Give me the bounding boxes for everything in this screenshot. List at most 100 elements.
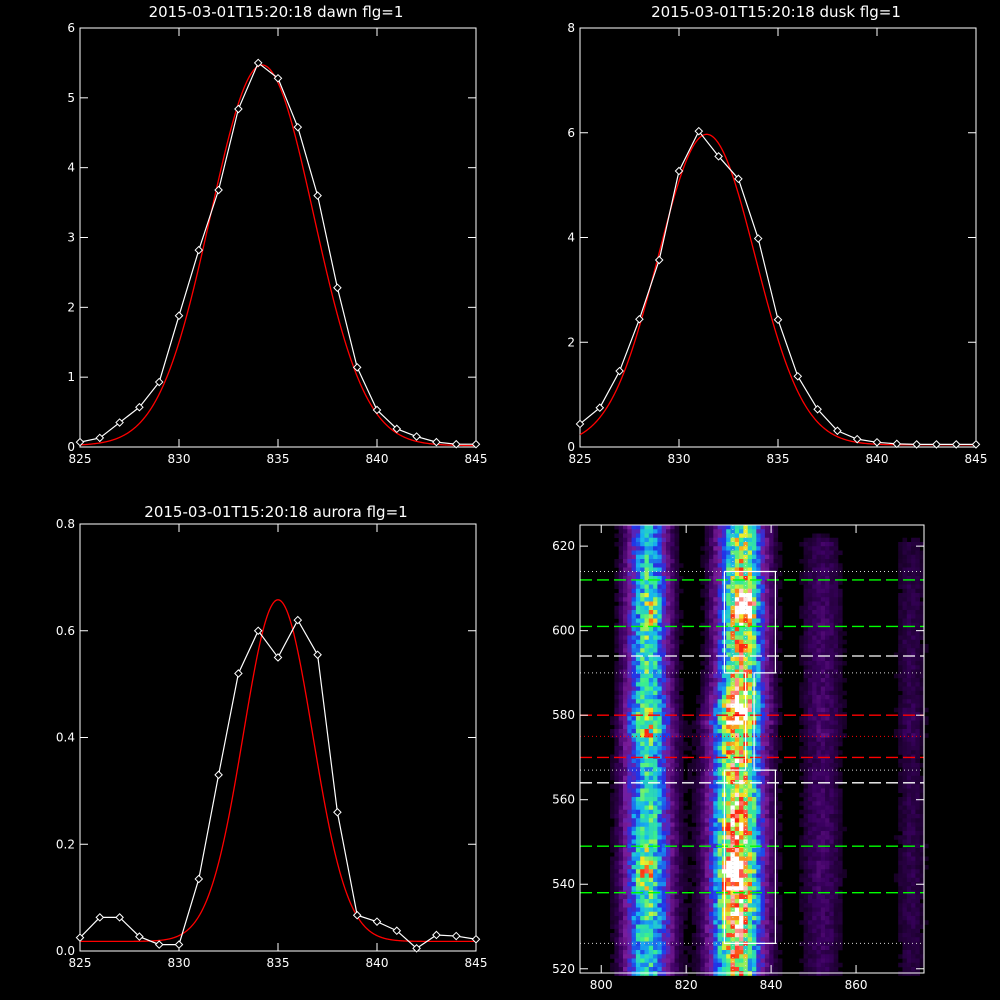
heatmap-cell xyxy=(627,788,632,794)
heatmap-cell xyxy=(739,907,744,913)
aurora-data-point xyxy=(234,669,243,678)
heatmap-cell xyxy=(623,920,628,925)
heatmap-cell xyxy=(614,877,619,883)
heatmap-cell xyxy=(807,907,813,913)
heatmap-cell xyxy=(691,920,697,925)
heatmap-cell xyxy=(644,865,650,870)
heatmap-cell xyxy=(726,648,731,653)
heatmap-cell xyxy=(812,661,817,666)
heatmap-cell xyxy=(709,835,714,840)
heatmap-cell xyxy=(743,605,748,611)
heatmap-cell xyxy=(816,610,822,615)
heatmap-cell xyxy=(739,848,744,853)
heatmap-cell xyxy=(906,563,912,568)
heatmap-cell xyxy=(691,848,697,853)
heatmap-cell xyxy=(825,809,830,815)
heatmap-cell xyxy=(760,644,766,649)
heatmap-cell xyxy=(610,754,615,760)
heatmap-cell xyxy=(640,682,645,687)
heatmap-cell xyxy=(717,784,723,789)
heatmap-cell xyxy=(627,588,632,594)
heatmap-cell xyxy=(614,580,619,585)
heatmap-cell xyxy=(829,652,834,658)
heatmap-cell xyxy=(635,593,641,598)
heatmap-cell xyxy=(773,695,779,700)
heatmap-cell xyxy=(829,571,834,577)
heatmap-cell xyxy=(696,716,701,721)
heatmap-cell xyxy=(713,644,718,649)
heatmap-cell xyxy=(709,631,714,636)
heatmap-cell xyxy=(739,899,744,904)
heatmap-cell xyxy=(678,758,684,764)
heatmap-cell xyxy=(614,775,619,781)
heatmap-cell xyxy=(713,865,718,870)
heatmap-cell xyxy=(674,682,680,687)
heatmap-cell xyxy=(752,605,757,611)
heatmap-cell xyxy=(752,567,757,573)
heatmap-cell xyxy=(769,831,774,836)
heatmap-cell xyxy=(653,839,658,845)
heatmap-cell xyxy=(635,805,641,811)
heatmap-cell xyxy=(618,712,624,717)
heatmap-cell xyxy=(838,856,843,862)
heatmap-cell xyxy=(764,903,770,908)
heatmap-cell xyxy=(812,678,817,683)
heatmap-cell xyxy=(760,542,766,547)
heatmap-cell xyxy=(764,814,770,819)
heatmap-cell xyxy=(700,916,705,921)
heatmap-cell xyxy=(661,716,667,721)
heatmap-cell xyxy=(644,758,650,764)
heatmap-cell xyxy=(674,920,680,925)
heatmap-cell xyxy=(614,797,619,802)
heatmap-cell xyxy=(709,529,714,534)
aurora-y-tick-label: 0.6 xyxy=(56,624,75,638)
heatmap-cell xyxy=(653,567,658,573)
heatmap-cell xyxy=(764,601,770,607)
heatmap-cell xyxy=(717,763,723,768)
heatmap-cell xyxy=(704,707,710,713)
heatmap-cell xyxy=(898,559,903,564)
heatmap-cell xyxy=(812,656,817,662)
heatmap-cell xyxy=(623,754,628,760)
heatmap-cell xyxy=(640,529,645,534)
heatmap-cell xyxy=(704,809,710,815)
heatmap-cell xyxy=(713,559,718,564)
heatmap-cell xyxy=(713,584,718,590)
heatmap-cell xyxy=(752,661,757,666)
heatmap-cell xyxy=(911,873,916,879)
heatmap-cell xyxy=(820,911,826,917)
heatmap-cell xyxy=(674,576,680,581)
heatmap-cell xyxy=(717,529,723,534)
heatmap-cell xyxy=(696,865,701,870)
heatmap-cell xyxy=(674,622,680,628)
heatmap-cell xyxy=(614,865,619,870)
heatmap-cell xyxy=(756,835,761,840)
heatmap-cell xyxy=(704,831,710,836)
heatmap-cell xyxy=(734,644,740,649)
heatmap-cell xyxy=(635,733,641,738)
heatmap-cell xyxy=(648,771,654,777)
heatmap-cell xyxy=(898,894,903,900)
heatmap-cell xyxy=(807,784,813,789)
heatmap-cell xyxy=(635,678,641,683)
heatmap-cell xyxy=(919,635,925,641)
heatmap-cell xyxy=(635,631,641,636)
heatmap-cell xyxy=(640,580,645,585)
heatmap-cell xyxy=(666,814,671,819)
heatmap-cell xyxy=(803,869,809,874)
heatmap-cell xyxy=(816,814,822,819)
heatmap-cell xyxy=(730,733,736,738)
heatmap-cell xyxy=(683,784,688,789)
heatmap-cell xyxy=(902,707,908,713)
heatmap-cell xyxy=(915,644,920,649)
heatmap-cell xyxy=(657,763,662,768)
heatmap-cell xyxy=(911,716,916,721)
heatmap-cell xyxy=(898,865,903,870)
heatmap-cell xyxy=(816,733,822,738)
heatmap-cell xyxy=(614,737,619,743)
heatmap-cell xyxy=(911,635,916,641)
heatmap-cell xyxy=(674,563,680,568)
heatmap-cell xyxy=(829,542,834,547)
heatmap-cell xyxy=(911,737,916,743)
heatmap-cell xyxy=(713,814,718,819)
